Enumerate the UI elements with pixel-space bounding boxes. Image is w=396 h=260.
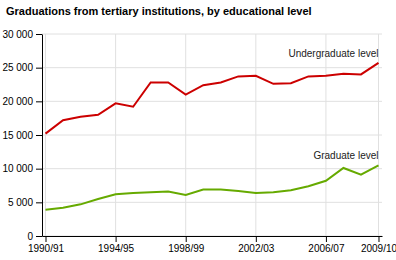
y-tick: 20 000	[2, 96, 42, 107]
y-tick-label: 15 000	[2, 130, 33, 141]
grid	[42, 34, 382, 236]
grid-line	[42, 135, 382, 136]
x-tick-mark	[326, 236, 327, 242]
y-axis-line	[42, 35, 43, 237]
y-tick-label: 0	[27, 231, 33, 242]
y-tick-label: 20 000	[2, 96, 33, 107]
grid-line	[42, 236, 382, 237]
grid-line	[325, 34, 326, 236]
x-tick: 2006/07	[308, 236, 345, 254]
x-tick-mark	[256, 236, 257, 242]
grid-line	[185, 34, 186, 236]
x-tick-label: 1990/91	[28, 243, 65, 254]
series-label: Undergraduate level	[288, 48, 378, 59]
y-tick: 5 000	[8, 197, 42, 208]
y-tick-mark	[36, 101, 42, 102]
grid-line	[115, 34, 116, 236]
x-tick: 1990/91	[28, 236, 65, 254]
y-axis: 0 5 000 10 000 15 000 20 000 25 000 30 000	[2, 29, 42, 242]
x-tick-mark	[116, 236, 117, 242]
x-tick-label: 2009/10	[361, 243, 396, 254]
y-tick-mark	[36, 34, 42, 35]
series-label: Graduate level	[313, 150, 378, 161]
grid-line	[45, 34, 46, 236]
y-tick-label: 10 000	[2, 163, 33, 174]
title: Graduations from tertiary institutions, …	[6, 5, 312, 17]
y-tick: 30 000	[2, 29, 42, 40]
x-tick-mark	[186, 236, 187, 242]
y-tick-label: 5 000	[8, 197, 33, 208]
x-tick: 1994/95	[98, 236, 135, 254]
grid-line	[42, 202, 382, 203]
y-tick-mark	[36, 135, 42, 136]
x-tick-label: 1998/99	[168, 243, 205, 254]
x-tick: 2009/10	[361, 236, 396, 254]
x-tick: 2002/03	[238, 236, 275, 254]
x-tick-mark	[378, 236, 379, 242]
series-labels: Undergraduate level Graduate level	[288, 48, 378, 161]
grid-line	[42, 67, 382, 68]
grid-line	[42, 168, 382, 169]
y-tick-mark	[36, 68, 42, 69]
y-tick: 15 000	[2, 130, 42, 141]
x-axis-line	[43, 236, 383, 237]
y-tick-label: 30 000	[2, 29, 33, 40]
grid-line	[42, 101, 382, 102]
x-tick-label: 1994/95	[98, 243, 135, 254]
series-line	[46, 165, 379, 209]
chart: Graduations from tertiary institutions, …	[0, 0, 396, 260]
plot-area	[46, 63, 379, 210]
y-tick: 0	[27, 231, 42, 242]
y-tick-label: 25 000	[2, 62, 33, 73]
y-tick: 25 000	[2, 62, 42, 73]
x-tick-mark	[46, 236, 47, 242]
x-tick-label: 2002/03	[238, 243, 275, 254]
x-tick: 1998/99	[168, 236, 205, 254]
y-tick-mark	[36, 169, 42, 170]
y-tick: 10 000	[2, 163, 42, 174]
x-tick-label: 2006/07	[308, 243, 345, 254]
x-axis: 1990/91 1994/95 1998/99 2002/03 2006/07 2009/…	[28, 236, 396, 254]
grid-line	[42, 34, 382, 35]
grid-line	[255, 34, 256, 236]
y-tick-mark	[36, 202, 42, 203]
y-tick-mark	[36, 236, 42, 237]
series-line	[46, 63, 379, 134]
